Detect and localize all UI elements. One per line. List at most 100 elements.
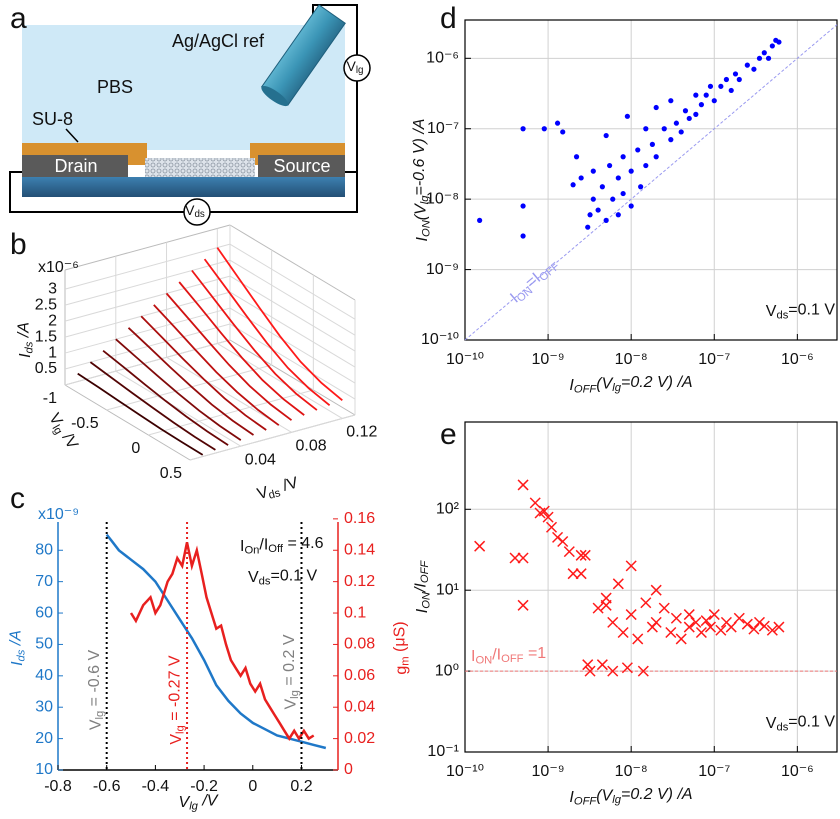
point bbox=[675, 633, 687, 645]
label-part: lg bbox=[356, 65, 364, 76]
point bbox=[596, 659, 608, 671]
label-part: lg bbox=[289, 690, 301, 699]
curve bbox=[89, 361, 216, 451]
point bbox=[773, 621, 785, 633]
point bbox=[766, 624, 778, 636]
y2-tick-label: 0.02 bbox=[344, 730, 375, 747]
x-tick-label: -1 bbox=[43, 390, 57, 407]
point bbox=[573, 154, 580, 160]
y-tick-label: 10⁰ bbox=[435, 662, 459, 679]
reference-label: ION/IOFF =1 bbox=[471, 645, 546, 666]
grid-line bbox=[115, 370, 242, 447]
y-tick-label: 60 bbox=[35, 604, 53, 621]
label-part: V bbox=[255, 484, 270, 503]
point bbox=[603, 132, 609, 139]
point bbox=[620, 154, 626, 160]
point bbox=[554, 120, 561, 126]
curve bbox=[178, 281, 305, 416]
grid-line bbox=[229, 259, 356, 336]
point bbox=[584, 665, 596, 677]
label-part: V bbox=[347, 58, 357, 74]
point bbox=[643, 126, 649, 132]
point bbox=[575, 568, 587, 580]
point bbox=[615, 212, 621, 218]
point bbox=[678, 129, 684, 135]
label-part: On bbox=[244, 544, 259, 556]
label-part: /V bbox=[198, 793, 219, 810]
point bbox=[732, 71, 739, 77]
y-tick-label: 0.12 bbox=[346, 424, 377, 441]
z-tick-label: 3 bbox=[48, 280, 57, 297]
point bbox=[615, 175, 621, 181]
point bbox=[477, 217, 483, 223]
point bbox=[620, 190, 626, 197]
gate-voltage-label: Vlg bbox=[347, 58, 364, 76]
label-part: /I bbox=[492, 647, 501, 664]
label-part: OFF bbox=[419, 560, 431, 584]
point bbox=[698, 102, 704, 108]
label-part: V bbox=[185, 202, 195, 218]
point bbox=[621, 662, 633, 674]
point bbox=[673, 120, 679, 126]
x-tick-label: 0.5 bbox=[160, 465, 182, 482]
label-part: OFF bbox=[537, 260, 562, 284]
point bbox=[723, 76, 730, 83]
point bbox=[753, 616, 766, 628]
label-part: = 4.6 bbox=[283, 535, 324, 552]
point bbox=[741, 618, 753, 630]
point bbox=[703, 92, 709, 98]
point bbox=[715, 624, 727, 636]
point bbox=[578, 175, 584, 181]
drain-label: Drain bbox=[54, 156, 97, 176]
point bbox=[700, 615, 712, 627]
label-part: /I bbox=[413, 583, 430, 593]
point bbox=[670, 612, 682, 624]
label-part: =1 bbox=[524, 645, 547, 662]
curve bbox=[77, 372, 204, 456]
point bbox=[517, 552, 529, 564]
nanostructure-channel bbox=[145, 158, 255, 177]
reference-label: ION=IOFF bbox=[506, 256, 563, 308]
point bbox=[474, 540, 486, 552]
y-axis-label: ION/IOFF bbox=[413, 560, 433, 614]
source-electrode bbox=[258, 155, 345, 177]
point bbox=[607, 665, 619, 677]
y-tick-label: 0.04 bbox=[245, 451, 276, 468]
point bbox=[748, 623, 760, 635]
point bbox=[625, 560, 637, 572]
label-part: (V bbox=[413, 203, 430, 220]
point bbox=[693, 92, 699, 98]
panel-letter: e bbox=[440, 418, 457, 451]
z-tick-label: 2 bbox=[48, 312, 57, 329]
label-part: =0.2 V) /A bbox=[621, 374, 693, 391]
label-part: = -0.27 V bbox=[167, 655, 184, 725]
label-part: /I bbox=[259, 537, 268, 554]
label-part: lg bbox=[419, 195, 431, 204]
point bbox=[665, 626, 677, 639]
label-part: /A bbox=[8, 630, 25, 650]
point bbox=[517, 599, 529, 611]
curve bbox=[140, 315, 267, 431]
point bbox=[683, 609, 695, 621]
electrolyte-label: PBS bbox=[97, 77, 133, 97]
panel-letter: d bbox=[440, 2, 457, 35]
label-part: I bbox=[240, 538, 244, 555]
point bbox=[650, 584, 662, 596]
x-tick-label: -0.6 bbox=[93, 778, 121, 795]
z-tick-label: 1.5 bbox=[35, 328, 57, 345]
x-axis-label: IOFF(Vlg=0.2 V) /A bbox=[569, 786, 692, 807]
x-axis-label: Vlg /V bbox=[179, 793, 219, 813]
point bbox=[653, 104, 659, 111]
vline-label: Vlg = 0.2 V bbox=[281, 634, 301, 709]
point bbox=[744, 62, 750, 68]
point bbox=[595, 207, 601, 213]
label-part: ds bbox=[15, 649, 27, 661]
source-label: Source bbox=[273, 156, 330, 176]
point bbox=[711, 98, 717, 104]
grid-line bbox=[189, 414, 356, 461]
box-edge bbox=[64, 224, 231, 271]
point bbox=[733, 612, 745, 624]
curve bbox=[216, 247, 343, 401]
point bbox=[635, 147, 641, 153]
